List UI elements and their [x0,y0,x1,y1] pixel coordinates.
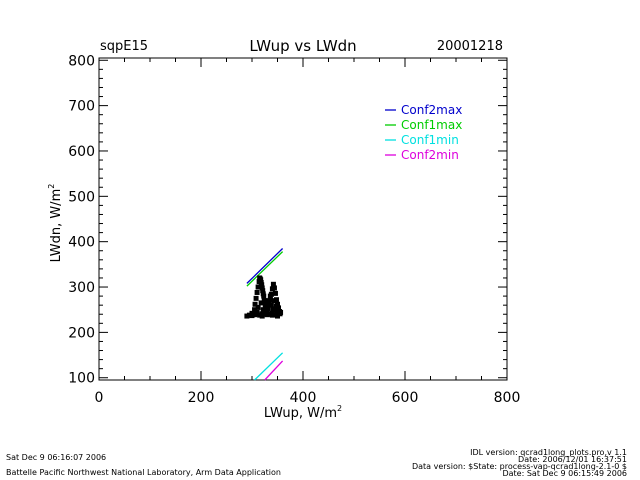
scatter-point [259,285,265,291]
scatter-point [252,312,258,318]
scatter-point [264,298,270,304]
scatter-point [261,293,267,299]
x-tick-label: 800 [494,390,521,406]
scatter-point [252,307,258,313]
scatter-point [267,293,273,299]
chart-title: LWup vs LWdn [249,37,356,55]
scatter-point [254,309,260,315]
site-label: sqpE15 [100,39,148,54]
series-line-conf1min [254,352,284,381]
scatter-point [268,302,274,308]
footer-data-date: Date: Sat Dec 9 06:15:49 2006 [502,469,627,478]
footer-code-date: Date: 2006/12/01 16:37:51 [518,455,627,464]
scatter-point [262,311,268,317]
scatter-point [259,282,265,288]
scatter-point [267,297,273,303]
scatter-point [244,313,250,319]
y-tick-label: 400 [68,235,95,251]
scatter-point [258,277,264,283]
scatter-point [255,304,261,310]
y-tick-label: 100 [68,371,95,387]
scatter-point [271,298,277,304]
legend-label: Conf2max [401,103,462,117]
scatter-point [262,299,268,305]
x-tick-label: 600 [392,390,419,406]
footer-data-version: Data version: $State: process-vap-qcrad1… [412,462,627,471]
legend-label: Conf1min [401,133,459,147]
scatter-point [260,288,266,294]
y-tick-label: 600 [68,144,95,160]
scatter-point [272,312,278,318]
scatter-point [273,303,279,309]
scatter-point [257,312,263,318]
scatter-points [244,275,284,319]
series-line-conf2min [264,360,284,381]
x-tick-label: 400 [290,390,317,406]
y-tick-label: 800 [68,53,95,69]
scatter-point [253,295,259,301]
axis-ticks: 0 200 400 600 800 100 200 300 400 500 600 700 800 [68,53,520,406]
x-tick-label: 0 [95,390,104,406]
scatter-point [258,300,264,306]
scatter-point [260,307,266,313]
legend-label: Conf2min [401,148,459,162]
scatter-point [249,310,255,316]
y-tick-label: 700 [68,99,95,115]
scatter-point [246,312,252,318]
footer-lab: Battelle Pacific Northwest National Labo… [6,468,281,477]
scatter-point [255,284,261,290]
scatter-point [278,309,284,315]
series-line-conf2max [246,248,284,284]
scatter-point [272,290,278,296]
x-tick-label: 200 [188,390,215,406]
series-line-conf1max [246,251,284,287]
y-tick-label: 300 [68,280,95,296]
scatter-point [271,285,277,291]
footer-timestamp: Sat Dec 9 06:16:07 2006 [6,453,106,462]
scatter-point [252,301,258,307]
scatter-point [263,304,269,310]
footer-idl-version: IDL version: qcrad1long_plots.pro,v 1.1 [470,448,627,457]
y-axis-label: LWdn, W/m2 [47,184,64,263]
scatter-point [254,289,260,295]
scatter-point [270,281,276,287]
scatter-point [267,311,273,317]
scatter-point [265,306,271,312]
scatter-point [259,313,265,319]
date-label: 20001218 [437,39,503,54]
y-tick-label: 500 [68,189,95,205]
y-tick-label: 200 [68,325,95,341]
scatter-point [275,313,280,319]
x-axis-label: LWup, W/m2 [264,404,342,421]
scatter-point [269,310,275,316]
confidence-lines [246,248,284,381]
legend-label: Conf1max [401,118,462,132]
